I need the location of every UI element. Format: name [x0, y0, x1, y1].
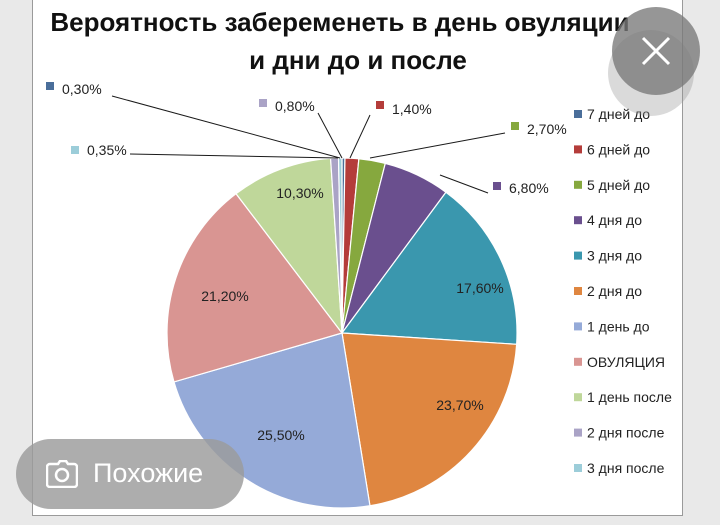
close-icon — [641, 36, 671, 66]
label-swatch-10 — [259, 99, 267, 107]
data-label-4: 6,80% — [509, 180, 549, 196]
pie-slice-5 — [340, 191, 518, 345]
legend-swatch-3 — [574, 180, 582, 189]
leader-line-4 — [439, 174, 489, 194]
legend-label-7: 1 день до — [587, 318, 650, 334]
legend-swatch-5 — [574, 251, 582, 260]
data-label-1: 0,30% — [62, 81, 102, 97]
chart-title-line2: и дни до и после — [249, 45, 467, 75]
data-label-2: 1,40% — [392, 101, 432, 117]
label-swatch-11 — [71, 146, 79, 154]
legend-label-8: ОВУЛЯЦИЯ — [587, 354, 665, 370]
pie-slice-8 — [166, 192, 344, 383]
data-label-6: 23,70% — [436, 397, 483, 413]
close-button[interactable] — [612, 7, 700, 95]
legend-swatch-10 — [574, 428, 582, 437]
legend-swatch-1 — [574, 110, 582, 118]
legend-label-3: 5 дней до — [587, 177, 650, 193]
legend-label-9: 1 день после — [587, 389, 672, 405]
data-label-9: 10,30% — [276, 185, 323, 201]
legend-label-1: 7 дней до — [587, 106, 650, 122]
pie-slice-6 — [341, 332, 518, 507]
leader-line-3 — [369, 132, 506, 159]
similar-images-label: Похожие — [93, 458, 204, 488]
legend-label-6: 2 дня до — [587, 283, 642, 299]
label-swatch-1 — [46, 82, 54, 90]
legend-swatch-9 — [574, 393, 582, 402]
pie-slice-7 — [173, 332, 371, 509]
pie-slice-9 — [235, 157, 343, 335]
legend-label-11: 3 дня после — [587, 460, 665, 476]
similar-images-button[interactable]: Похожие — [16, 439, 244, 509]
data-label-8: 21,20% — [201, 288, 248, 304]
data-label-5: 17,60% — [456, 280, 503, 296]
leader-line-10 — [317, 112, 343, 159]
legend-swatch-8 — [574, 357, 582, 366]
leader-line-1 — [111, 95, 341, 159]
data-label-11: 0,35% — [87, 142, 127, 158]
data-label-10: 0,80% — [275, 98, 315, 114]
leader-line-2 — [349, 114, 371, 159]
legend-label-2: 6 дней до — [587, 141, 650, 157]
legend-swatch-7 — [574, 322, 582, 331]
legend-swatch-11 — [574, 464, 582, 472]
label-swatch-2 — [376, 101, 384, 109]
leader-line-11 — [129, 153, 339, 159]
legend-swatch-4 — [574, 216, 582, 225]
legend-label-10: 2 дня после — [587, 425, 665, 441]
legend-swatch-6 — [574, 287, 582, 295]
label-swatch-3 — [511, 122, 519, 130]
data-label-3: 2,70% — [527, 121, 567, 137]
label-swatch-4 — [493, 182, 501, 190]
chart-title-line1: Вероятность забеременеть в день овуляции — [50, 7, 630, 37]
data-label-7: 25,50% — [257, 427, 304, 443]
legend-label-5: 3 дня до — [587, 248, 642, 264]
legend-swatch-2 — [574, 145, 582, 154]
legend-label-4: 4 дня до — [587, 212, 642, 228]
visual-search-icon — [46, 460, 78, 488]
